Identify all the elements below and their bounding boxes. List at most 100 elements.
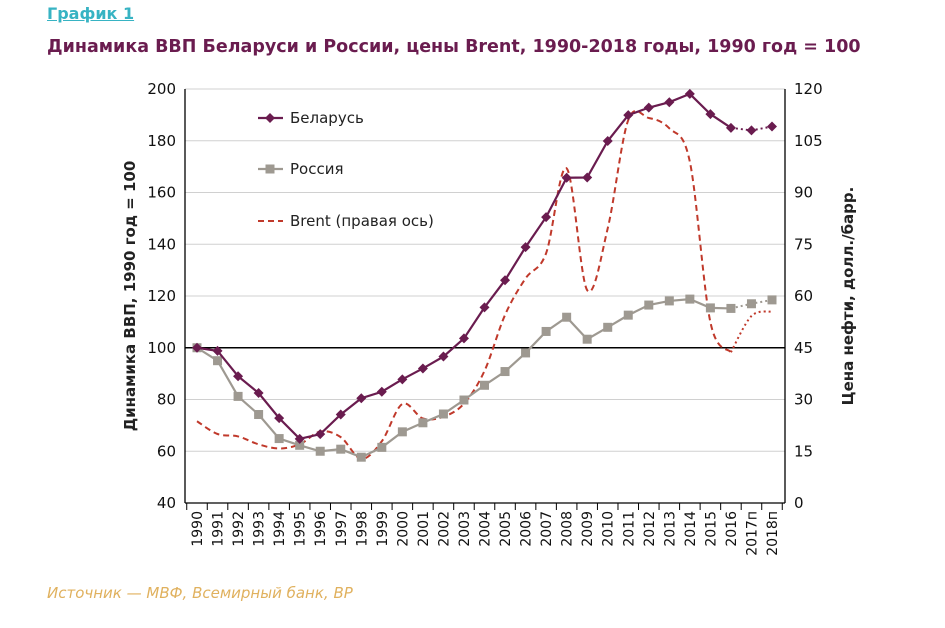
belarus-point bbox=[705, 109, 716, 120]
x-tick-label: 1995 bbox=[293, 511, 309, 547]
russia-point bbox=[397, 427, 407, 437]
belarus-point bbox=[274, 413, 285, 424]
x-tick-label: 1991 bbox=[211, 511, 227, 547]
y-tick-label: 180 bbox=[147, 132, 176, 150]
legend-belarus-label: Беларусь bbox=[290, 109, 364, 127]
y2-tick-label: 105 bbox=[794, 132, 823, 150]
russia-point bbox=[233, 391, 243, 401]
y-axis-title: Динамика ВВП, 1990 год = 100 bbox=[121, 161, 139, 432]
x-tick-label: 1990 bbox=[190, 511, 206, 547]
x-tick-label: 2015 bbox=[703, 511, 719, 547]
axes: 4060801001201401601802000153045607590105… bbox=[147, 80, 822, 556]
legend-russia-marker bbox=[265, 164, 275, 174]
y2-tick-label: 0 bbox=[794, 494, 804, 512]
x-tick-label: 1997 bbox=[334, 511, 350, 547]
x-tick-label: 2011 bbox=[621, 511, 637, 547]
belarus-point bbox=[335, 409, 346, 420]
chart-label: График 1 bbox=[47, 4, 135, 23]
y2-tick-label: 60 bbox=[794, 287, 813, 305]
russia-point bbox=[213, 356, 223, 366]
russia-point bbox=[438, 409, 448, 419]
y2-axis-title: Цена нефти, долл./барр. bbox=[839, 187, 857, 406]
belarus-point bbox=[253, 388, 264, 399]
belarus-point bbox=[541, 212, 552, 223]
russia-point bbox=[295, 440, 305, 450]
belarus-point bbox=[602, 136, 613, 147]
legend: Беларусь Россия Brent (правая ось) bbox=[258, 109, 434, 230]
y-tick-label: 100 bbox=[147, 339, 176, 357]
russia-point bbox=[521, 348, 531, 358]
russia-point bbox=[377, 442, 387, 452]
x-tick-label: 2006 bbox=[519, 511, 535, 547]
belarus-point bbox=[643, 102, 654, 113]
x-tick-label: 2009 bbox=[580, 511, 596, 547]
y2-tick-label: 30 bbox=[794, 391, 813, 409]
russia-line bbox=[196, 297, 731, 459]
russia-point bbox=[746, 299, 756, 309]
x-tick-label: 2002 bbox=[436, 511, 452, 547]
x-tick-label: 2018п bbox=[765, 511, 781, 556]
russia-point bbox=[685, 294, 695, 304]
y2-tick-label: 45 bbox=[794, 339, 813, 357]
y-tick-label: 140 bbox=[147, 235, 176, 253]
russia-point bbox=[767, 295, 777, 305]
russia-point bbox=[726, 303, 736, 313]
x-tick-label: 2017п bbox=[744, 511, 760, 556]
series-layer bbox=[192, 88, 777, 462]
belarus-line bbox=[196, 92, 732, 441]
x-tick-label: 2001 bbox=[416, 511, 432, 547]
russia-point bbox=[664, 296, 674, 306]
y-tick-label: 40 bbox=[157, 494, 176, 512]
belarus-point bbox=[479, 302, 490, 313]
x-tick-label: 1994 bbox=[272, 511, 288, 547]
y-tick-label: 120 bbox=[147, 287, 176, 305]
russia-point bbox=[705, 303, 715, 313]
y-tick-label: 60 bbox=[157, 442, 176, 460]
belarus-point bbox=[233, 371, 244, 382]
x-tick-label: 2005 bbox=[498, 511, 514, 547]
russia-point bbox=[541, 326, 551, 336]
legend-brent-label: Brent (правая ось) bbox=[290, 212, 434, 230]
y-tick-label: 160 bbox=[147, 184, 176, 202]
belarus-point bbox=[561, 172, 572, 183]
x-tick-label: 2014 bbox=[683, 511, 699, 547]
chart-title: Динамика ВВП Беларуси и России, цены Bre… bbox=[47, 37, 861, 57]
y2-tick-label: 90 bbox=[794, 184, 813, 202]
belarus-point bbox=[684, 88, 695, 99]
belarus-point bbox=[397, 374, 408, 385]
russia-point bbox=[480, 380, 489, 390]
y2-tick-label: 120 bbox=[794, 80, 823, 98]
belarus-point bbox=[458, 333, 469, 344]
belarus-point bbox=[376, 386, 387, 397]
x-tick-label: 2010 bbox=[601, 511, 617, 547]
x-tick-label: 2007 bbox=[539, 511, 555, 547]
belarus-point bbox=[664, 97, 675, 108]
x-tick-label: 1998 bbox=[354, 511, 370, 547]
x-tick-label: 2000 bbox=[395, 511, 411, 547]
russia-point bbox=[582, 334, 592, 344]
brent-line bbox=[196, 109, 732, 460]
belarus-point bbox=[520, 242, 531, 253]
legend-belarus-marker bbox=[265, 113, 275, 123]
russia-point bbox=[254, 410, 264, 420]
x-tick-label: 2012 bbox=[642, 511, 658, 547]
x-tick-label: 2008 bbox=[560, 511, 576, 547]
russia-point bbox=[356, 452, 366, 462]
belarus-point bbox=[417, 363, 428, 374]
x-tick-label: 1992 bbox=[231, 511, 247, 547]
y-tick-label: 200 bbox=[147, 80, 176, 98]
x-tick-label: 1999 bbox=[375, 511, 391, 547]
belarus-point bbox=[582, 172, 593, 183]
plot-frame bbox=[184, 89, 786, 510]
belarus-point bbox=[315, 429, 326, 440]
y2-tick-label: 75 bbox=[794, 235, 813, 253]
russia-point bbox=[274, 434, 284, 444]
source-note: Источник — МВФ, Всемирный банк, BP bbox=[47, 584, 353, 602]
belarus-point bbox=[746, 125, 757, 136]
belarus-point bbox=[438, 351, 449, 362]
x-tick-label: 2013 bbox=[662, 511, 678, 547]
brent-forecast-line bbox=[730, 310, 773, 353]
y-tick-label: 80 bbox=[157, 391, 176, 409]
belarus-point bbox=[500, 275, 511, 286]
